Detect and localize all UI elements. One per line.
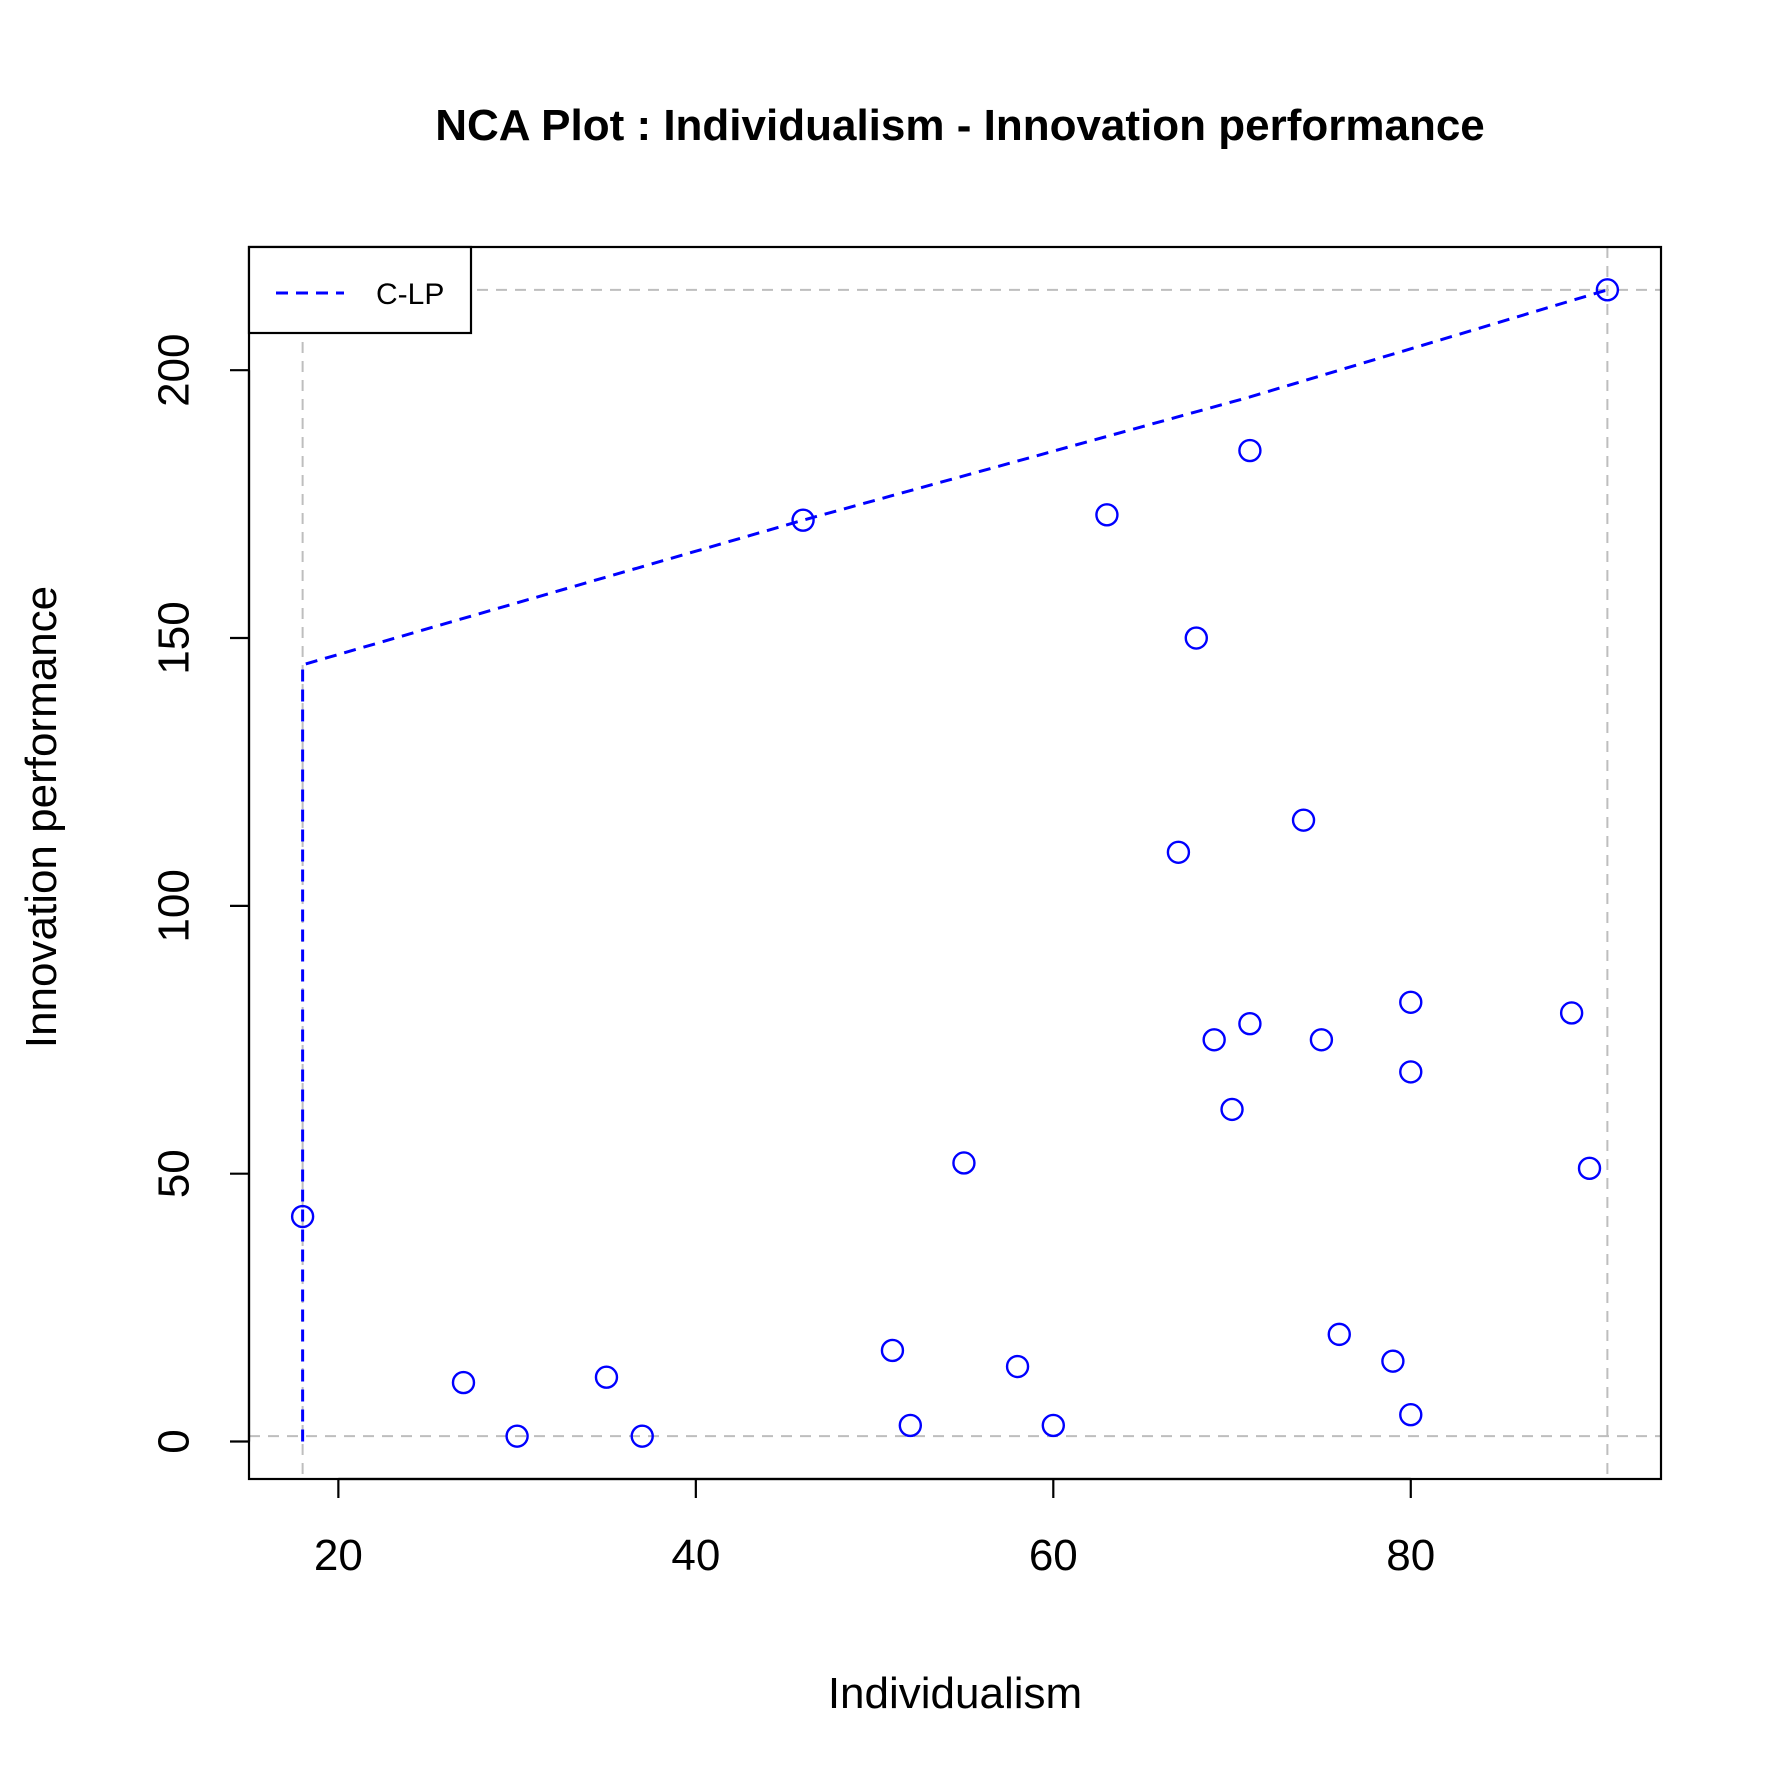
data-point-4 [630, 1424, 654, 1448]
y-tick-label-0: 0 [150, 1429, 199, 1453]
data-point-0 [290, 1204, 315, 1229]
data-point-12 [1166, 840, 1191, 864]
plot-frame [247, 245, 1663, 1481]
data-point-13 [1184, 626, 1208, 650]
data-point-27 [1595, 278, 1620, 302]
data-points [290, 278, 1620, 1448]
legend: C-LP [247, 245, 473, 335]
data-point-7 [898, 1413, 923, 1438]
data-point-14 [1202, 1028, 1226, 1052]
data-point-24 [1399, 1403, 1423, 1427]
data-point-23 [1399, 1060, 1423, 1084]
data-point-18 [1291, 808, 1316, 832]
data-point-9 [1005, 1354, 1030, 1379]
ceiling-line [301, 288, 1608, 1442]
x-tick-label-80: 80 [1386, 1531, 1435, 1580]
y-axis-label: Innovation performance [17, 586, 66, 1048]
y-tick-label-50: 50 [150, 1149, 199, 1198]
data-point-11 [1095, 503, 1119, 527]
data-point-20 [1327, 1322, 1351, 1347]
data-point-2 [505, 1424, 529, 1448]
data-point-25 [1559, 1001, 1584, 1025]
data-point-19 [1309, 1028, 1334, 1052]
chart-title: NCA Plot : Individualism - Innovation pe… [435, 101, 1485, 150]
x-axis-label: Individualism [828, 1669, 1082, 1718]
data-point-6 [880, 1338, 905, 1363]
x-axis: 20 40 60 80 [314, 1477, 1435, 1580]
legend-label: C-LP [376, 278, 444, 311]
data-point-26 [1577, 1156, 1602, 1181]
data-point-3 [594, 1365, 619, 1389]
x-tick-label-20: 20 [314, 1531, 363, 1580]
y-tick-label-100: 100 [150, 869, 199, 942]
data-point-22 [1399, 990, 1423, 1014]
reference-lines [249, 247, 1661, 1479]
data-point-16 [1238, 438, 1262, 463]
y-axis: 0 50 100 150 200 [150, 333, 251, 1454]
data-point-10 [1041, 1413, 1066, 1438]
data-point-5 [791, 508, 815, 532]
ceiling-line-group [301, 288, 1608, 1442]
data-point-8 [952, 1151, 976, 1175]
data-point-1 [451, 1370, 476, 1395]
x-tick-label-40: 40 [671, 1531, 720, 1580]
y-tick-label-150: 150 [150, 601, 199, 674]
data-point-17 [1238, 1011, 1262, 1036]
y-tick-label-200: 200 [150, 333, 199, 406]
data-point-15 [1220, 1097, 1244, 1122]
x-tick-label-60: 60 [1029, 1531, 1078, 1580]
legend-box [247, 245, 473, 335]
data-point-21 [1381, 1349, 1405, 1373]
